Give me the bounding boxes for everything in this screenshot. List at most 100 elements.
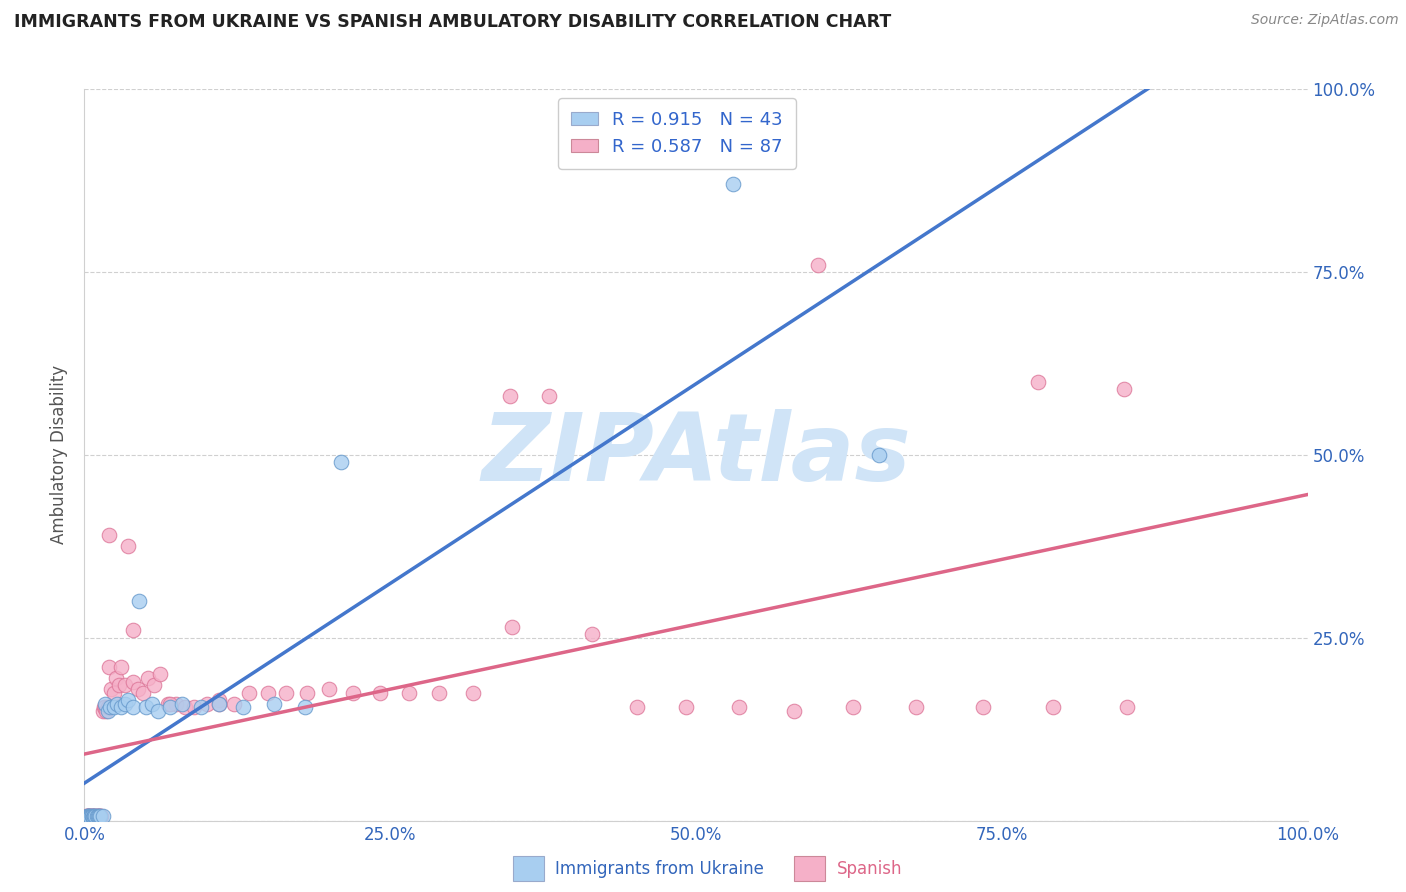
Point: [172, 697, 194, 711]
Point: [75, 808, 97, 822]
Text: Immigrants from Ukraine: Immigrants from Ukraine: [555, 860, 765, 878]
Point: [1028, 375, 1050, 389]
Point: [83, 808, 105, 822]
Point: [90, 809, 112, 823]
Point: [76, 810, 98, 824]
Point: [77, 808, 100, 822]
Point: [190, 700, 212, 714]
Text: ZIPAtlas: ZIPAtlas: [481, 409, 911, 501]
Point: [80, 808, 103, 822]
Point: [165, 697, 187, 711]
Point: [77, 809, 100, 823]
Point: [83, 809, 105, 823]
Point: [86, 809, 108, 823]
Point: [77, 810, 100, 824]
Point: [110, 700, 132, 714]
Point: [149, 667, 172, 681]
Point: [110, 660, 132, 674]
Point: [232, 700, 254, 714]
Point: [77, 808, 100, 822]
Point: [98, 700, 121, 714]
Legend: R = 0.915   N = 43, R = 0.587   N = 87: R = 0.915 N = 43, R = 0.587 N = 87: [558, 98, 796, 169]
Y-axis label: Ambulatory Disability: Ambulatory Disability: [51, 366, 69, 544]
Point: [76, 808, 98, 822]
Point: [159, 700, 181, 714]
Point: [905, 700, 928, 714]
Point: [114, 678, 136, 692]
Point: [77, 809, 100, 823]
Point: [807, 258, 830, 272]
Point: [77, 808, 100, 822]
Point: [76, 810, 98, 824]
Point: [93, 700, 115, 714]
Point: [79, 809, 101, 823]
Point: [1114, 382, 1136, 396]
Point: [84, 808, 107, 822]
Point: [77, 810, 100, 824]
Point: [94, 700, 117, 714]
Point: [89, 808, 111, 822]
Point: [195, 697, 218, 711]
Point: [87, 808, 110, 822]
Point: [97, 700, 120, 714]
Point: [75, 810, 97, 824]
Point: [135, 700, 157, 714]
Point: [1042, 700, 1064, 714]
Text: Source: ZipAtlas.com: Source: ZipAtlas.com: [1251, 13, 1399, 28]
Point: [173, 700, 195, 714]
Point: [783, 704, 806, 718]
Point: [972, 700, 994, 714]
Point: [122, 674, 145, 689]
Point: [76, 809, 98, 823]
Point: [80, 808, 103, 822]
Point: [183, 700, 205, 714]
Point: [107, 678, 129, 692]
Point: [721, 178, 744, 192]
Point: [79, 808, 101, 822]
Point: [80, 810, 103, 824]
Point: [128, 594, 150, 608]
Point: [132, 686, 155, 700]
Point: [89, 809, 111, 823]
Point: [208, 697, 231, 711]
Point: [79, 810, 101, 824]
Point: [103, 700, 125, 714]
Point: [581, 627, 603, 641]
Point: [97, 704, 120, 718]
Point: [80, 809, 103, 823]
Point: [276, 686, 298, 700]
Point: [143, 678, 166, 692]
Point: [91, 808, 114, 822]
Point: [79, 809, 101, 823]
Point: [136, 671, 159, 685]
Point: [75, 810, 97, 824]
Point: [87, 809, 110, 823]
Point: [127, 681, 149, 696]
Point: [398, 686, 420, 700]
Point: [295, 686, 318, 700]
Point: [77, 808, 100, 822]
Point: [222, 697, 245, 711]
Point: [79, 810, 101, 824]
Point: [97, 528, 120, 542]
Point: [141, 697, 163, 711]
Point: [342, 686, 364, 700]
Point: [117, 693, 139, 707]
Point: [105, 671, 128, 685]
Point: [675, 700, 697, 714]
Point: [80, 809, 103, 823]
Point: [869, 448, 891, 462]
Point: [499, 389, 522, 403]
Point: [94, 697, 117, 711]
Point: [89, 809, 111, 823]
Point: [294, 700, 316, 714]
Point: [257, 686, 280, 700]
Point: [84, 809, 107, 823]
Point: [82, 810, 104, 824]
Point: [82, 809, 104, 823]
Point: [263, 697, 285, 711]
Point: [208, 697, 231, 711]
Point: [105, 697, 128, 711]
Point: [87, 810, 110, 824]
Point: [84, 810, 107, 824]
